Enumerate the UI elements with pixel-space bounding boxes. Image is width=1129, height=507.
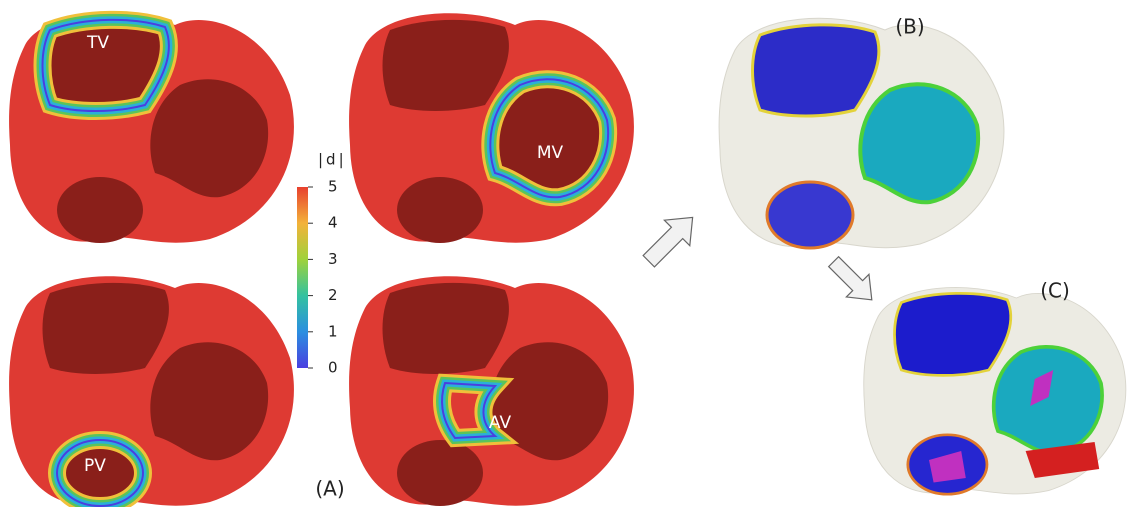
colorbar: |d| 0 1 2 3 4 5 <box>297 151 347 377</box>
valve-label: MV <box>537 143 564 163</box>
arrow <box>822 250 883 311</box>
panel-label: (C) <box>1040 279 1070 303</box>
panel-label: (B) <box>895 15 924 39</box>
panel-label: (A) <box>315 477 344 501</box>
arrow <box>636 205 705 274</box>
heart-av: AV <box>349 276 634 506</box>
tick-label: 5 <box>328 178 338 196</box>
heart-segmented <box>719 18 1004 248</box>
heart-pv: PV <box>9 276 294 506</box>
valve-label: AV <box>489 413 512 433</box>
heart-mv: MV <box>349 13 634 243</box>
valve-label: PV <box>84 456 106 476</box>
tick-label: 3 <box>328 250 338 268</box>
tick-label: 2 <box>328 286 338 304</box>
tick-label: 0 <box>328 359 338 377</box>
heart-tv: TV <box>9 13 294 243</box>
heart-segmented <box>864 287 1126 494</box>
tick-label: 1 <box>328 322 338 340</box>
tick-label: 4 <box>328 214 338 232</box>
figure: TV MV PV AV |d| 0 1 2 3 4 5 (A) (B) (C) <box>0 0 1129 507</box>
colorbar-ramp <box>297 187 308 368</box>
valve-label: TV <box>86 33 109 53</box>
colorbar-title: |d| <box>318 151 347 169</box>
